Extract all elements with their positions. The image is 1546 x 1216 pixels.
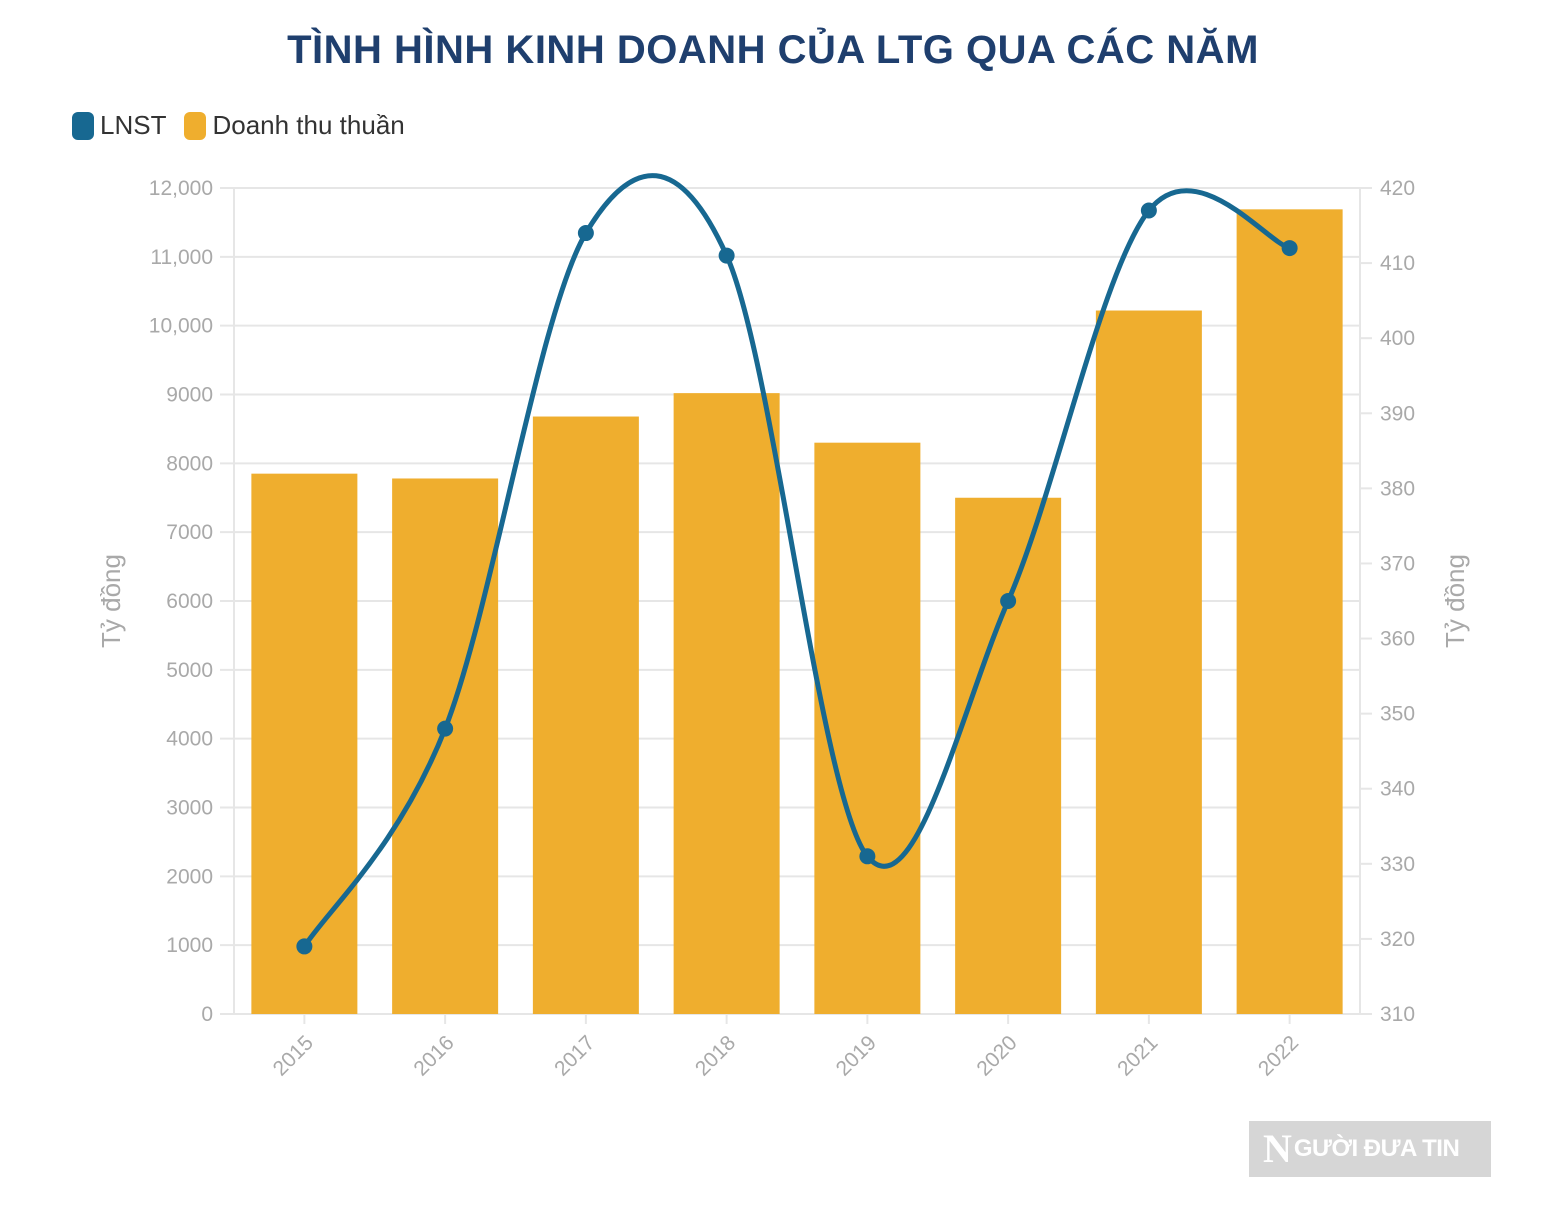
y-right-tick-label: 330 bbox=[1380, 853, 1415, 876]
bar-2022 bbox=[1236, 209, 1343, 1015]
x-tick-label-2018: 2018 bbox=[691, 1031, 740, 1080]
y-left-tick-label: 4000 bbox=[166, 728, 213, 751]
y-left-tick-label: 8000 bbox=[166, 452, 213, 475]
y-left-tick-label: 9000 bbox=[166, 384, 213, 407]
lnst-point-2020 bbox=[1000, 593, 1017, 609]
lnst-line bbox=[302, 173, 1291, 948]
x-tick-label-2017: 2017 bbox=[550, 1031, 599, 1080]
legend-item-revenue[interactable]: Doanh thu thuần bbox=[184, 110, 405, 141]
y-left-tick-label: 6000 bbox=[166, 590, 213, 613]
watermark-text: GƯỜI ĐƯA TIN bbox=[1293, 1135, 1460, 1162]
x-tick-label-2021: 2021 bbox=[1113, 1031, 1162, 1080]
bar-2015 bbox=[251, 473, 358, 1014]
y-left-tick-label: 12,000 bbox=[149, 177, 213, 200]
lnst-point-2015 bbox=[296, 938, 313, 955]
x-tick-label-2022: 2022 bbox=[1254, 1031, 1303, 1080]
x-tick-label-2015: 2015 bbox=[269, 1031, 318, 1080]
bar-2021 bbox=[1095, 310, 1202, 1015]
lnst-point-2022 bbox=[1281, 240, 1298, 257]
lnst-point-2018 bbox=[718, 247, 735, 264]
y-right-tick-label: 340 bbox=[1380, 778, 1415, 801]
y-right-tick-label: 390 bbox=[1380, 402, 1415, 425]
y-left-axis-title: Tỷ đồng bbox=[96, 554, 126, 648]
y-left-tick-label: 1000 bbox=[166, 934, 213, 957]
legend: LNST Doanh thu thuần bbox=[72, 110, 423, 141]
bar-2016 bbox=[392, 478, 499, 1014]
legend-swatch-revenue bbox=[184, 111, 207, 140]
y-left-tick-label: 11,000 bbox=[150, 246, 213, 269]
y-left-tick-label: 3000 bbox=[166, 797, 213, 820]
y-right-tick-label: 400 bbox=[1380, 327, 1415, 350]
y-right-tick-label: 350 bbox=[1380, 703, 1415, 726]
lnst-point-2019 bbox=[859, 848, 876, 865]
y-right-tick-label: 410 bbox=[1380, 252, 1415, 275]
y-left-tick-label: 10,000 bbox=[149, 315, 213, 338]
y-left-tick-label: 2000 bbox=[166, 865, 213, 888]
y-right-axis-title: Tỷ đồng bbox=[1440, 554, 1470, 648]
y-left-tick-label: 0 bbox=[201, 1003, 213, 1026]
y-left-tick-label: 7000 bbox=[166, 521, 213, 544]
legend-swatch-lnst bbox=[72, 111, 94, 140]
y-right-tick-label: 420 bbox=[1380, 177, 1415, 200]
lnst-point-2016 bbox=[437, 720, 454, 737]
watermark-logo: N GƯỜI ĐƯA TIN bbox=[1249, 1121, 1491, 1177]
legend-item-lnst[interactable]: LNST bbox=[72, 110, 166, 141]
legend-label-revenue: Doanh thu thuần bbox=[212, 110, 405, 140]
chart-title: TÌNH HÌNH KINH DOANH CỦA LTG QUA CÁC NĂM bbox=[287, 28, 1259, 72]
bar-2017 bbox=[532, 416, 639, 1014]
lnst-point-2021 bbox=[1140, 202, 1157, 219]
y-right-tick-label: 380 bbox=[1380, 477, 1415, 500]
x-tick-label-2016: 2016 bbox=[409, 1031, 458, 1080]
bar-2018 bbox=[673, 393, 780, 1015]
y-right-tick-label: 370 bbox=[1380, 552, 1415, 575]
bar-2020 bbox=[955, 497, 1062, 1014]
bar-2019 bbox=[814, 442, 921, 1014]
legend-label-lnst: LNST bbox=[100, 110, 167, 140]
lnst-point-2017 bbox=[577, 225, 594, 242]
y-right-tick-label: 310 bbox=[1380, 1003, 1415, 1026]
y-left-tick-label: 5000 bbox=[166, 659, 213, 682]
y-right-tick-label: 360 bbox=[1380, 628, 1415, 651]
x-tick-label-2020: 2020 bbox=[972, 1031, 1021, 1080]
y-right-tick-label: 320 bbox=[1380, 928, 1415, 951]
watermark-initial: N bbox=[1263, 1126, 1292, 1171]
x-tick-label-2019: 2019 bbox=[832, 1031, 881, 1080]
